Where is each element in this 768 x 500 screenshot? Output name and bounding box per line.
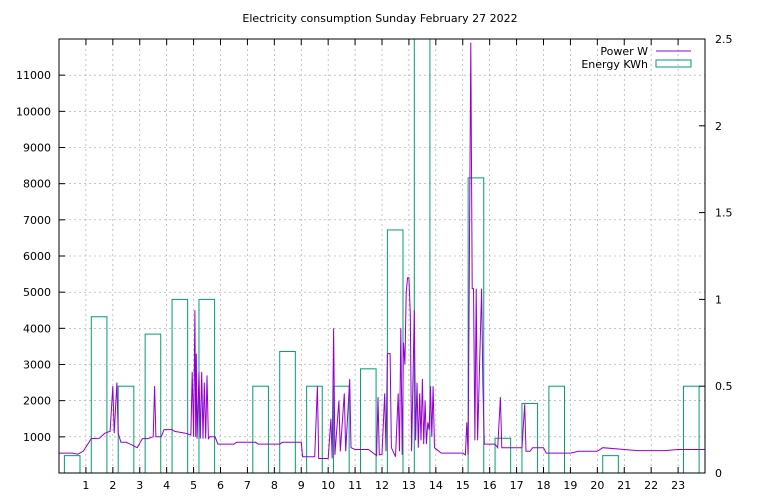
power-line <box>59 42 705 459</box>
x-tick-label: 9 <box>298 479 305 492</box>
energy-bar <box>494 437 512 474</box>
chart-title: Electricity consumption Sunday February … <box>242 12 517 25</box>
left-tick-label: 10000 <box>16 105 51 118</box>
right-tick-label: 2.5 <box>715 33 733 46</box>
energy-bar <box>63 455 81 474</box>
right-tick-label: 2 <box>715 120 722 133</box>
left-tick-label: 9000 <box>23 142 51 155</box>
right-tick-label: 1 <box>715 293 722 306</box>
left-tick-label: 6000 <box>23 250 51 263</box>
right-tick-label: 0 <box>715 467 722 480</box>
energy-bar <box>548 385 565 474</box>
x-tick-label: 12 <box>375 479 389 492</box>
energy-bar <box>682 385 700 474</box>
x-tick-label: 19 <box>563 479 577 492</box>
legend-label-energy: Energy KWh <box>581 58 648 71</box>
energy-bar <box>602 455 619 474</box>
left-tick-label: 5000 <box>23 286 51 299</box>
x-tick-label: 18 <box>537 479 551 492</box>
left-tick-label: 4000 <box>23 322 51 335</box>
left-axis-ticks: 1000 2000 3000 4000 5000 6000 7000 8000 9000 1000… <box>16 69 65 444</box>
x-tick-label: 11 <box>348 479 362 492</box>
left-tick-label: 11000 <box>16 69 51 82</box>
x-tick-label: 22 <box>644 479 658 492</box>
x-tick-label: 3 <box>136 479 143 492</box>
energy-bar <box>117 385 135 474</box>
x-tick-label: 23 <box>671 479 685 492</box>
x-tick-label: 4 <box>163 479 170 492</box>
x-tick-label: 1 <box>82 479 89 492</box>
energy-bar <box>279 350 296 474</box>
left-tick-label: 3000 <box>23 359 51 372</box>
x-tick-label: 5 <box>190 479 197 492</box>
energy-bar <box>306 385 323 474</box>
energy-bar <box>252 385 269 474</box>
x-tick-label: 14 <box>429 479 443 492</box>
x-tick-label: 7 <box>244 479 251 492</box>
x-tick-label: 20 <box>590 479 604 492</box>
x-tick-label: 16 <box>483 479 497 492</box>
x-tick-label: 15 <box>456 479 470 492</box>
grid <box>59 39 705 473</box>
legend: Power W Energy KWh <box>581 45 692 71</box>
left-tick-label: 8000 <box>23 178 51 191</box>
right-tick-label: 1.5 <box>715 207 733 220</box>
x-tick-label: 10 <box>321 479 335 492</box>
x-tick-label: 6 <box>217 479 224 492</box>
legend-swatch-energy <box>655 59 692 68</box>
x-tick-label: 21 <box>617 479 631 492</box>
energy-bar <box>90 316 108 474</box>
right-axis-ticks: 0 0.5 1 1.5 2 2.5 <box>699 33 733 480</box>
x-tick-label: 17 <box>510 479 524 492</box>
energy-bar <box>171 298 189 474</box>
left-tick-label: 7000 <box>23 214 51 227</box>
right-tick-label: 0.5 <box>715 380 733 393</box>
left-tick-label: 2000 <box>23 395 51 408</box>
energy-bar <box>359 368 377 474</box>
x-axis-ticks: 1 2 3 4 5 6 7 8 9 10 11 12 13 14 15 16 17 18 19 20 21 22 23 <box>82 39 685 492</box>
left-tick-label: 1000 <box>23 431 51 444</box>
x-tick-label: 13 <box>402 479 416 492</box>
legend-label-power: Power W <box>600 45 648 58</box>
x-tick-label: 2 <box>109 479 116 492</box>
x-tick-label: 8 <box>271 479 278 492</box>
energy-bar <box>144 333 162 474</box>
